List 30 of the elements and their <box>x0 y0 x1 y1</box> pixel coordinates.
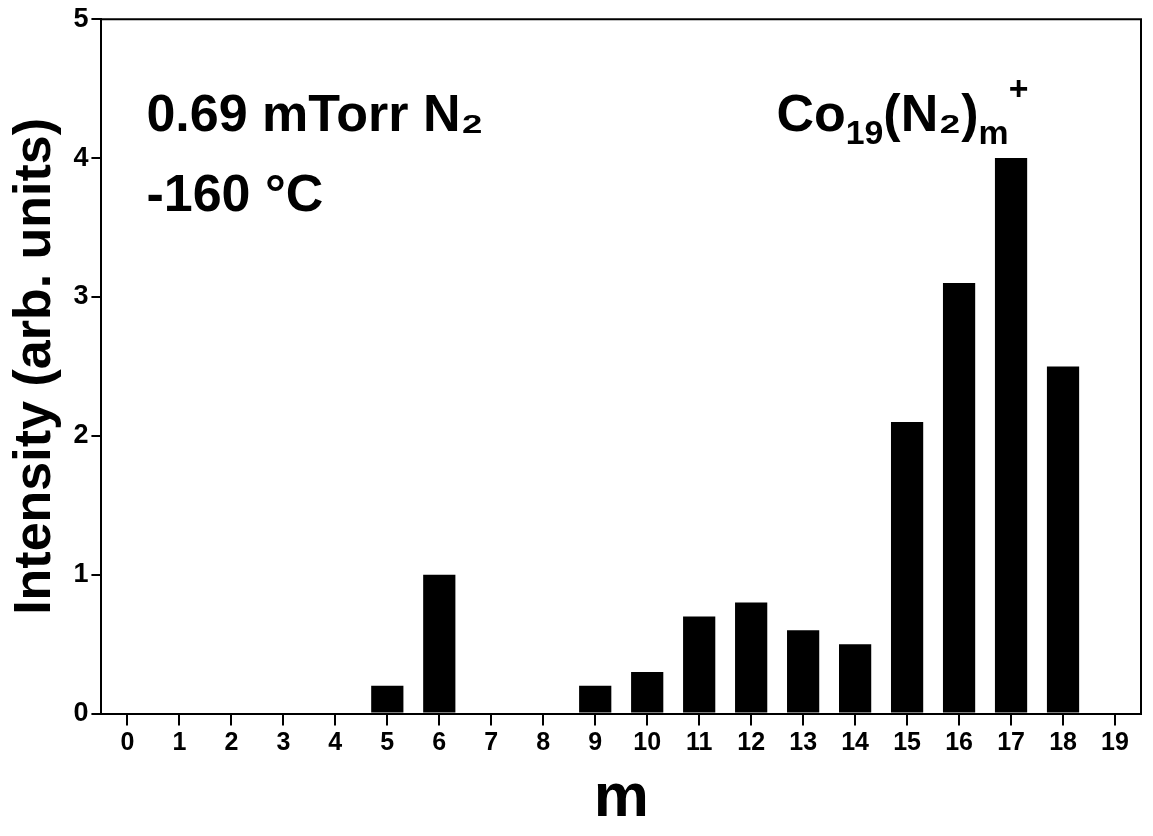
x-tick-label: 3 <box>276 727 291 756</box>
y-tick-label: 1 <box>73 558 89 589</box>
x-tick-label: 17 <box>997 727 1025 756</box>
x-tick-label: 19 <box>1101 727 1129 756</box>
annotation: 0.69 mTorr N₂ <box>146 84 484 143</box>
y-tick-label: 3 <box>73 280 89 311</box>
y-tick-label: 4 <box>73 141 89 172</box>
x-tick-label: 15 <box>893 727 922 756</box>
y-axis-title: Intensity (arb. units) <box>2 117 61 615</box>
x-tick-label: 4 <box>328 727 343 756</box>
x-tick-label: 5 <box>380 727 395 756</box>
y-tick-label: 0 <box>73 697 89 728</box>
x-tick-label: 16 <box>945 727 973 756</box>
x-tick-label: 9 <box>588 727 603 756</box>
x-tick-label: 0 <box>120 727 135 756</box>
y-tick-label: 5 <box>73 2 89 33</box>
x-tick-label: 13 <box>789 727 818 756</box>
y-tick-label: 2 <box>73 419 89 450</box>
x-tick-label: 14 <box>841 727 870 756</box>
x-tick-label: 10 <box>633 727 662 756</box>
x-tick-label: 1 <box>172 727 187 756</box>
x-tick-label: 7 <box>484 727 499 756</box>
x-tick-label: 11 <box>685 727 713 756</box>
x-tick-label: 6 <box>432 727 447 756</box>
annotation: -160 °C <box>146 164 324 223</box>
x-tick-label: 2 <box>224 727 239 756</box>
x-tick-label: 12 <box>737 727 766 756</box>
x-axis-title: m <box>593 759 649 829</box>
x-tick-label: 18 <box>1049 727 1078 756</box>
x-tick-label: 8 <box>536 727 551 756</box>
